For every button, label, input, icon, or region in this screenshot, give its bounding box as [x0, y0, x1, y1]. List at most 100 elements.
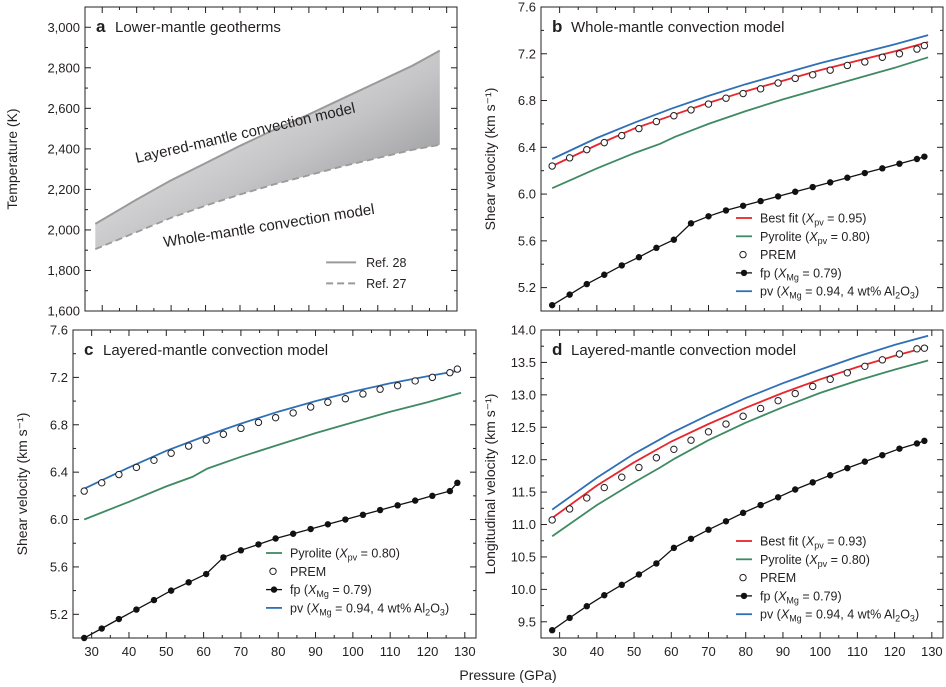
- legend-label-pyr: Pyrolite (Xpv = 0.80): [760, 553, 870, 569]
- y-tick-label: 2,800: [47, 60, 80, 75]
- y-tick-label: 6.8: [518, 93, 536, 108]
- prem-point: [80, 487, 88, 495]
- prem-point: [722, 94, 730, 102]
- y-tick-label: 3,000: [47, 20, 80, 35]
- fp-point: [653, 560, 660, 567]
- prem-point: [289, 409, 297, 417]
- fp-point: [757, 501, 764, 509]
- prem-point: [704, 428, 713, 436]
- prem-point: [722, 420, 730, 428]
- prem-point: [913, 45, 921, 53]
- fp-point: [861, 169, 869, 177]
- fp-point: [896, 160, 903, 167]
- fp-point: [98, 625, 105, 632]
- prem-point: [756, 85, 765, 93]
- y-tick-label: 5.2: [518, 280, 536, 295]
- fp-point: [618, 581, 625, 589]
- fp-point: [454, 479, 461, 487]
- fp-point: [670, 544, 678, 552]
- prem-point: [687, 436, 695, 444]
- fp-point: [583, 280, 590, 288]
- prem-point: [167, 449, 175, 457]
- prem-point: [565, 505, 574, 513]
- pyrolite-line: [551, 56, 929, 190]
- prem-point: [376, 385, 384, 393]
- fp-point: [921, 437, 928, 445]
- fp-point: [635, 571, 643, 578]
- fp-point: [687, 220, 695, 227]
- prem-point: [774, 79, 782, 87]
- fp-point: [687, 535, 695, 542]
- x-tick-label: 40: [122, 644, 136, 659]
- legend-label-best: Best fit (Xpv = 0.93): [760, 535, 866, 551]
- fp-point: [757, 197, 764, 205]
- fp-point: [566, 291, 573, 298]
- fp-point: [446, 487, 454, 495]
- prem-point: [809, 382, 817, 391]
- legend-label-fp: fp (XMg = 0.79): [290, 583, 372, 599]
- x-tick-label: 60: [664, 644, 678, 659]
- fp-point: [203, 570, 210, 578]
- legend-label-pv: pv (XMg = 0.94, 4 wt% Al2O3): [760, 285, 919, 301]
- prem-point: [237, 424, 245, 433]
- prem-point: [895, 350, 904, 358]
- prem-point: [635, 463, 643, 472]
- fp-point: [653, 244, 660, 252]
- y-tick-label: 2,600: [47, 101, 80, 116]
- prem-point: [861, 58, 869, 66]
- y-tick-label: 6.0: [518, 187, 536, 202]
- plot-frame: [540, 6, 944, 312]
- prem-point: [446, 368, 454, 377]
- y-tick-label: 5.2: [50, 607, 68, 622]
- x-tick-label: 30: [84, 644, 98, 659]
- panel-letter: b: [552, 17, 562, 36]
- fp-point: [133, 606, 140, 613]
- fp-point: [844, 464, 851, 472]
- legend-label-fp: fp (XMg = 0.79): [760, 266, 842, 282]
- y-tick-label: 7.2: [518, 46, 536, 61]
- x-tick-label: 30: [552, 644, 566, 659]
- fp-point: [548, 627, 556, 634]
- fp-point: [670, 236, 678, 243]
- x-tick-label: 60: [196, 644, 210, 659]
- fp-point: [913, 155, 921, 163]
- fp-point: [809, 183, 816, 191]
- prem-point: [635, 124, 643, 133]
- x-tick-label: 80: [271, 644, 285, 659]
- y-tick-label: 13.0: [511, 387, 536, 402]
- y-tick-label: 6.4: [518, 140, 536, 155]
- y-tick-label: 7.2: [50, 370, 68, 385]
- fp-point: [411, 497, 419, 504]
- x-tick-label: 100: [342, 644, 364, 659]
- prem-point: [219, 430, 228, 438]
- geotherm-band: [95, 50, 440, 250]
- prem-point: [652, 454, 661, 462]
- fp-point: [220, 554, 227, 561]
- fp-point: [583, 603, 590, 610]
- prem-point: [618, 473, 626, 481]
- legend-label-best: Best fit (Xpv = 0.95): [760, 212, 866, 228]
- fp-point: [167, 587, 175, 594]
- prem-point: [843, 369, 852, 377]
- panel-letter: c: [84, 340, 93, 359]
- legend-label-prem: PREM: [760, 571, 796, 585]
- prem-point: [652, 117, 661, 126]
- fp-point: [705, 213, 712, 220]
- fp-point: [80, 634, 88, 642]
- prem-point: [583, 145, 591, 154]
- panel-d: 30 40 50 60 70 80 90 100 110 120 130 9.5 10.0 10.5 11.…: [482, 323, 944, 659]
- x-tick-label: 120: [884, 644, 906, 659]
- prem-point: [920, 344, 929, 352]
- prem-point: [583, 494, 591, 502]
- prem-point: [600, 138, 608, 147]
- x-tick-label: 130: [921, 644, 943, 659]
- legend-label-fp: fp (XMg = 0.79): [760, 589, 842, 605]
- prem-point: [254, 418, 263, 427]
- x-tick-label: 90: [308, 644, 322, 659]
- y-axis-label: Shear velocity (km s⁻¹): [14, 413, 30, 556]
- fp-point: [255, 541, 262, 548]
- x-tick-label: 50: [159, 644, 173, 659]
- y-axis-label: Shear velocity (km s⁻¹): [482, 88, 498, 231]
- fp-point: [879, 451, 886, 459]
- y-tick-label: 6.8: [50, 417, 68, 432]
